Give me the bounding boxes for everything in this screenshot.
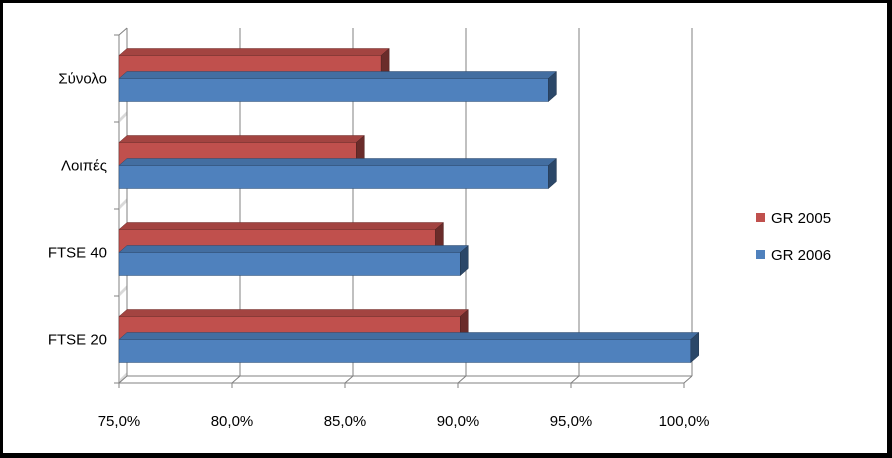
legend-swatch bbox=[756, 213, 765, 222]
category-label: Λοιπές bbox=[61, 158, 107, 175]
bar-top-face bbox=[118, 332, 700, 340]
bar bbox=[118, 331, 700, 364]
x-tick-label: 80,0% bbox=[211, 413, 254, 430]
legend-label: GR 2005 bbox=[771, 210, 831, 227]
bar-top-face bbox=[118, 245, 469, 253]
category-label: FTSE 20 bbox=[48, 332, 107, 349]
chart-svg: 75,0% 80,0% 85,0% 90,0% 95,0% 100,0% FTSE 20F… bbox=[48, 27, 831, 430]
x-tick-label: 75,0% bbox=[98, 413, 141, 430]
bar-front-face bbox=[118, 339, 692, 363]
wall-band-shade bbox=[120, 285, 127, 296]
bar bbox=[118, 70, 558, 103]
x-tick-label: 90,0% bbox=[437, 413, 480, 430]
floor-gridline bbox=[457, 375, 467, 384]
x-tick-label: 85,0% bbox=[324, 413, 367, 430]
category-label: Σύνολο bbox=[58, 71, 107, 88]
bar-top-face bbox=[118, 135, 365, 143]
bar-top-face bbox=[118, 71, 558, 79]
bar-end-face bbox=[548, 70, 557, 103]
bar-end-face bbox=[460, 244, 469, 277]
wall-band-shade bbox=[120, 198, 127, 209]
category-labels: FTSE 20 FTSE 40 Λοιπές Σύνολο bbox=[48, 71, 107, 349]
bar-top-face bbox=[118, 222, 445, 230]
bar-front-face bbox=[118, 165, 549, 189]
floor-gridline bbox=[344, 375, 354, 384]
bar-top-face bbox=[118, 48, 390, 56]
chart-frame: 75,0% 80,0% 85,0% 90,0% 95,0% 100,0% FTSE 20 F… bbox=[3, 3, 887, 453]
bar-top-face bbox=[118, 309, 469, 317]
legend-swatch bbox=[756, 250, 765, 259]
floor-gridline bbox=[683, 375, 693, 384]
bar-front-face bbox=[118, 252, 461, 276]
bars-group bbox=[118, 47, 700, 364]
floor-gridline bbox=[570, 375, 580, 384]
bar-end-face bbox=[548, 157, 557, 190]
x-tick-label: 100,0% bbox=[659, 413, 710, 430]
wall-band-shade bbox=[120, 111, 127, 122]
bar-top-face bbox=[118, 158, 558, 166]
bar bbox=[118, 244, 469, 277]
legend: GR 2005 GR 2006 bbox=[756, 210, 831, 264]
bar bbox=[118, 157, 558, 190]
bar-end-face bbox=[690, 331, 700, 364]
floor-gridline bbox=[118, 375, 128, 384]
floor-gridline bbox=[231, 375, 241, 384]
x-tick-label: 95,0% bbox=[550, 413, 593, 430]
legend-label: GR 2006 bbox=[771, 247, 831, 264]
category-label: FTSE 40 bbox=[48, 245, 107, 262]
x-axis-ticks: 75,0% 80,0% 85,0% 90,0% 95,0% 100,0% bbox=[98, 383, 710, 430]
left-wall-top-edge bbox=[118, 27, 128, 36]
bar-front-face bbox=[118, 78, 549, 102]
